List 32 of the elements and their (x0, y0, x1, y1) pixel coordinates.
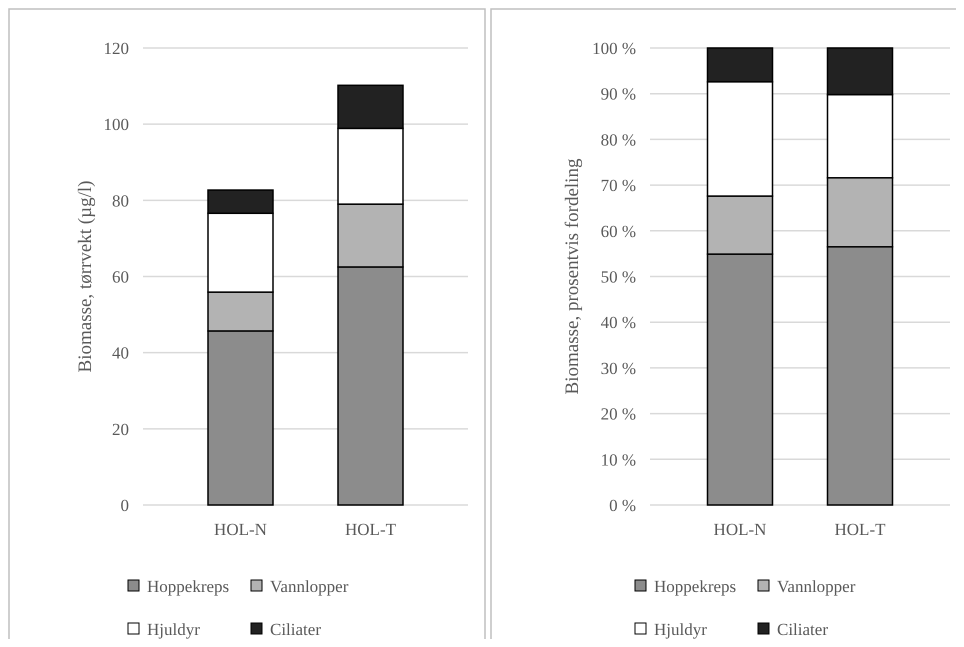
y-tick-label: 40 (112, 344, 129, 363)
legend-label: Vannlopper (270, 576, 349, 596)
legend-label: Ciliater (777, 620, 828, 639)
legend-label: Ciliater (270, 620, 322, 639)
x-tick-label: HOL-T (834, 520, 886, 539)
y-tick-label: 30 % (600, 358, 636, 378)
y-tick-label: 10 % (600, 450, 636, 470)
legend-label: Vannlopper (777, 576, 856, 596)
y-tick-label: 80 % (600, 130, 636, 150)
y-tick-label: 50 % (600, 267, 636, 286)
y-tick-label: 100 % (592, 38, 636, 58)
x-tick-label: HOL-N (714, 520, 766, 539)
y-axis-title: Biomasse, tørrvekt (µg/l) (75, 180, 96, 372)
y-tick-label: 100 (104, 115, 129, 134)
y-tick-label: 20 % (600, 404, 636, 424)
y-tick-label: 90 % (600, 84, 636, 104)
x-tick-label: HOL-N (214, 520, 267, 539)
y-tick-label: 70 % (600, 176, 636, 196)
y-axis-title: Biomasse, prosentvis fordeling (562, 158, 583, 394)
legend-label: Hjuldyr (147, 620, 200, 639)
y-tick-label: 40 % (600, 313, 636, 332)
y-tick-label: 0 % (609, 496, 636, 515)
y-tick-label: 0 (120, 496, 129, 515)
legend-label: Hoppekreps (654, 576, 736, 596)
legend-label: Hoppekreps (147, 576, 230, 596)
y-tick-label: 120 (104, 38, 129, 58)
y-tick-label: 20 (112, 420, 129, 439)
legend-label: Hjuldyr (654, 620, 708, 639)
y-tick-label: 60 % (600, 222, 636, 241)
x-tick-label: HOL-T (345, 520, 397, 539)
y-tick-label: 60 (112, 267, 129, 286)
y-tick-label: 80 (112, 191, 129, 210)
